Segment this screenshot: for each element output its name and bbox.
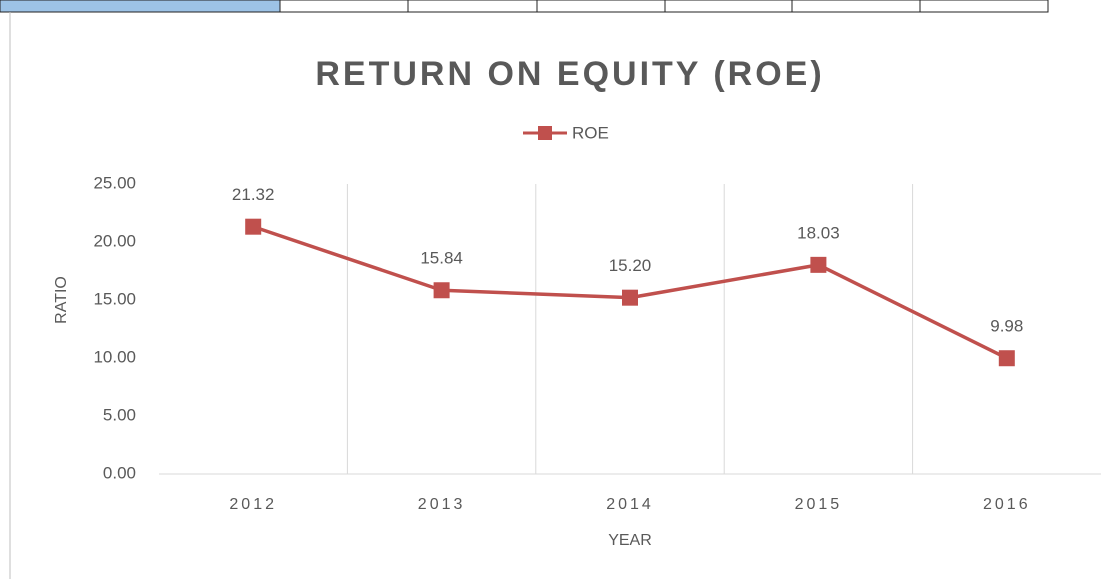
marker: [433, 282, 450, 299]
y-tick-label: 5.00: [103, 405, 136, 424]
y-tick-label: 10.00: [93, 347, 136, 366]
cell: [279, 0, 409, 13]
y-tick-label: 0.00: [103, 463, 136, 482]
data-label: 9.98: [990, 317, 1023, 336]
x-tick-label: 2016: [983, 496, 1031, 513]
cell: [791, 0, 921, 13]
data-label: 21.32: [232, 185, 275, 204]
data-label: 18.03: [797, 223, 840, 242]
x-tick-label: 2013: [418, 496, 466, 513]
x-tick-label: 2012: [229, 496, 277, 513]
marker: [998, 350, 1015, 367]
x-tick-label: 2015: [795, 496, 843, 513]
cell: [536, 0, 666, 13]
marker: [245, 218, 262, 235]
chart-title: RETURN ON EQUITY (ROE): [315, 55, 824, 93]
data-label: 15.84: [420, 249, 463, 268]
marker: [810, 256, 827, 273]
y-tick-label: 20.00: [93, 231, 136, 250]
marker: [622, 289, 638, 306]
legend-label: ROE: [572, 123, 609, 142]
cell: [919, 0, 1049, 13]
y-axis-label: RATIO: [53, 276, 70, 324]
cell: [407, 0, 538, 13]
legend-marker: [538, 126, 552, 140]
data-label: 15.20: [609, 256, 652, 275]
y-tick-label: 15.00: [93, 289, 136, 308]
x-axis-label: YEAR: [608, 532, 652, 549]
selected-cell: [0, 0, 281, 13]
cell: [664, 0, 793, 13]
y-tick-label: 25.00: [93, 173, 136, 192]
x-tick-label: 2014: [606, 496, 654, 513]
